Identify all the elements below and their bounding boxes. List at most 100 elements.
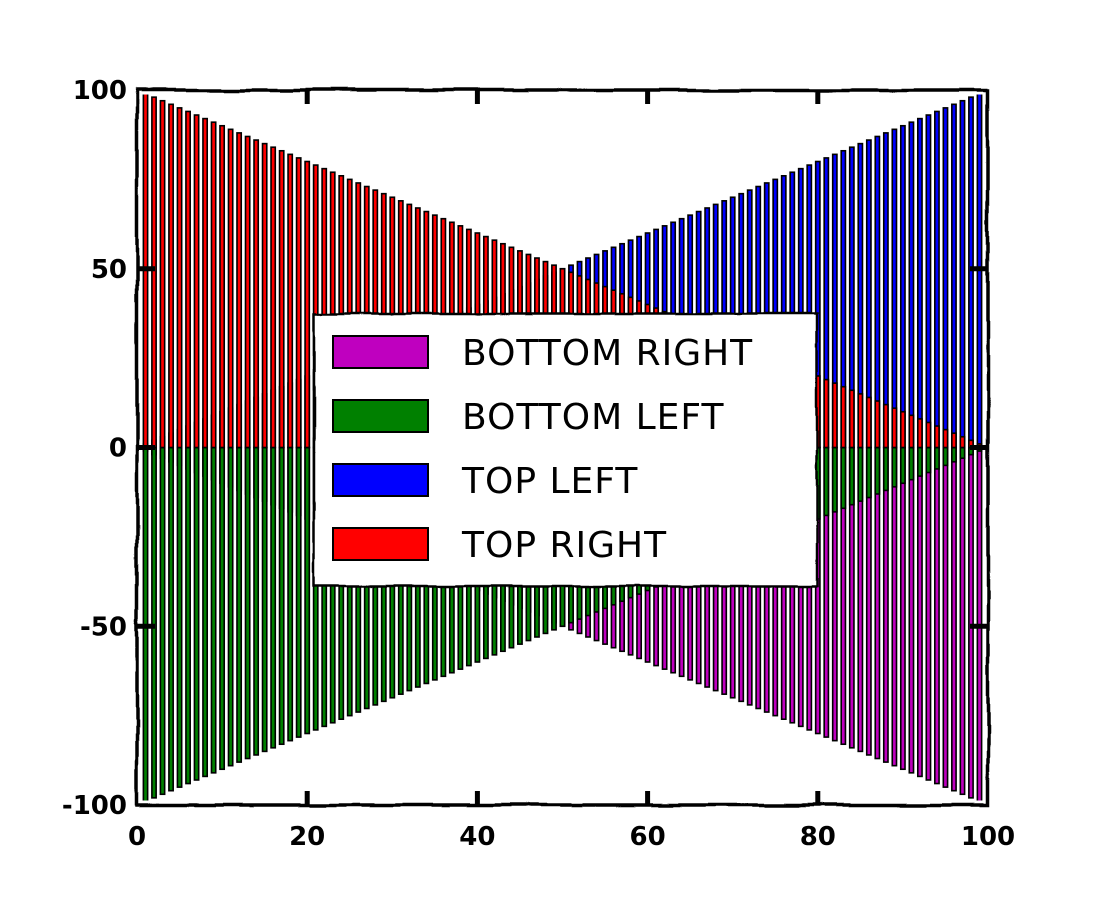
bar — [916, 446, 923, 778]
bar — [934, 110, 940, 449]
y-tick-label: 100 — [73, 76, 127, 106]
bar — [176, 446, 183, 788]
bar — [891, 407, 898, 449]
bar — [823, 378, 830, 449]
x-tick-label: 20 — [289, 822, 325, 852]
bar — [899, 446, 906, 771]
bar — [934, 446, 940, 470]
bar — [168, 446, 174, 792]
bar — [270, 146, 277, 449]
y-tick-label: 0 — [109, 434, 127, 464]
bar — [244, 135, 251, 449]
bar — [236, 132, 243, 449]
legend-swatch — [332, 335, 429, 369]
bar — [219, 124, 226, 449]
bar — [899, 446, 906, 485]
x-tick-label: 40 — [459, 822, 495, 852]
bar — [831, 382, 838, 449]
bar — [151, 96, 157, 449]
bar — [942, 107, 949, 449]
x-tick-label: 60 — [630, 822, 666, 852]
legend-label: BOTTOM LEFT — [462, 397, 724, 438]
axis-ticks: 0 20 40 60 80 100 -100 -50 0 50 100 — [62, 76, 1015, 852]
legend-swatch — [332, 399, 429, 433]
bar — [295, 157, 302, 449]
bar — [934, 425, 940, 449]
bar — [159, 446, 166, 796]
bar — [253, 139, 260, 449]
bar — [261, 142, 268, 449]
bar — [840, 385, 847, 449]
bar — [891, 446, 898, 767]
bar — [202, 117, 209, 449]
legend-label: BOTTOM RIGHT — [462, 333, 753, 374]
bar — [857, 446, 864, 502]
bar — [925, 446, 932, 474]
bar — [278, 149, 285, 449]
bar — [168, 103, 174, 449]
y-tick-label: -100 — [62, 791, 127, 821]
bar — [951, 446, 957, 463]
bar — [193, 446, 200, 781]
bar — [848, 446, 855, 506]
bar — [942, 446, 949, 467]
bar — [942, 446, 949, 788]
bar — [210, 121, 217, 449]
bar — [278, 446, 285, 746]
bar — [270, 446, 277, 749]
bar — [891, 446, 898, 488]
y-tick-label: -50 — [80, 612, 127, 642]
bar — [253, 446, 260, 756]
bar — [959, 99, 966, 449]
bar — [934, 446, 940, 785]
bar — [244, 446, 251, 760]
bar — [925, 114, 932, 449]
bar — [908, 414, 915, 449]
bar — [899, 124, 906, 449]
bar — [899, 410, 906, 449]
bar — [831, 446, 838, 513]
bar — [959, 435, 966, 449]
bar — [942, 428, 949, 449]
bar — [202, 446, 209, 778]
bar — [227, 446, 234, 767]
bar — [151, 446, 157, 799]
bar — [159, 99, 166, 449]
bar — [874, 400, 881, 449]
bar — [959, 446, 966, 796]
bar — [840, 446, 847, 510]
bar — [865, 446, 872, 499]
bar — [261, 446, 268, 753]
legend-label: TOP LEFT — [461, 461, 638, 502]
bar — [916, 446, 923, 477]
bar — [287, 446, 294, 742]
bar — [968, 446, 974, 799]
bar — [925, 446, 932, 781]
bar — [959, 446, 966, 460]
bar — [882, 403, 889, 449]
bar — [848, 389, 855, 449]
bar — [304, 446, 311, 735]
legend-swatch — [332, 527, 429, 561]
x-tick-label: 80 — [800, 822, 836, 852]
bar — [210, 446, 217, 774]
bar — [882, 446, 889, 763]
bar — [236, 446, 243, 763]
bar — [891, 128, 898, 449]
bar — [925, 421, 932, 449]
x-tick-label: 0 — [128, 822, 146, 852]
bar — [287, 153, 294, 449]
bar — [219, 446, 226, 771]
bar — [193, 114, 200, 449]
bar — [908, 446, 915, 481]
bar — [882, 132, 889, 449]
bar — [916, 117, 923, 449]
bar — [908, 121, 915, 449]
y-tick-label: 50 — [91, 255, 127, 285]
bar — [874, 446, 881, 495]
bar — [865, 396, 872, 449]
legend-swatch — [332, 463, 429, 497]
bar — [908, 446, 915, 774]
